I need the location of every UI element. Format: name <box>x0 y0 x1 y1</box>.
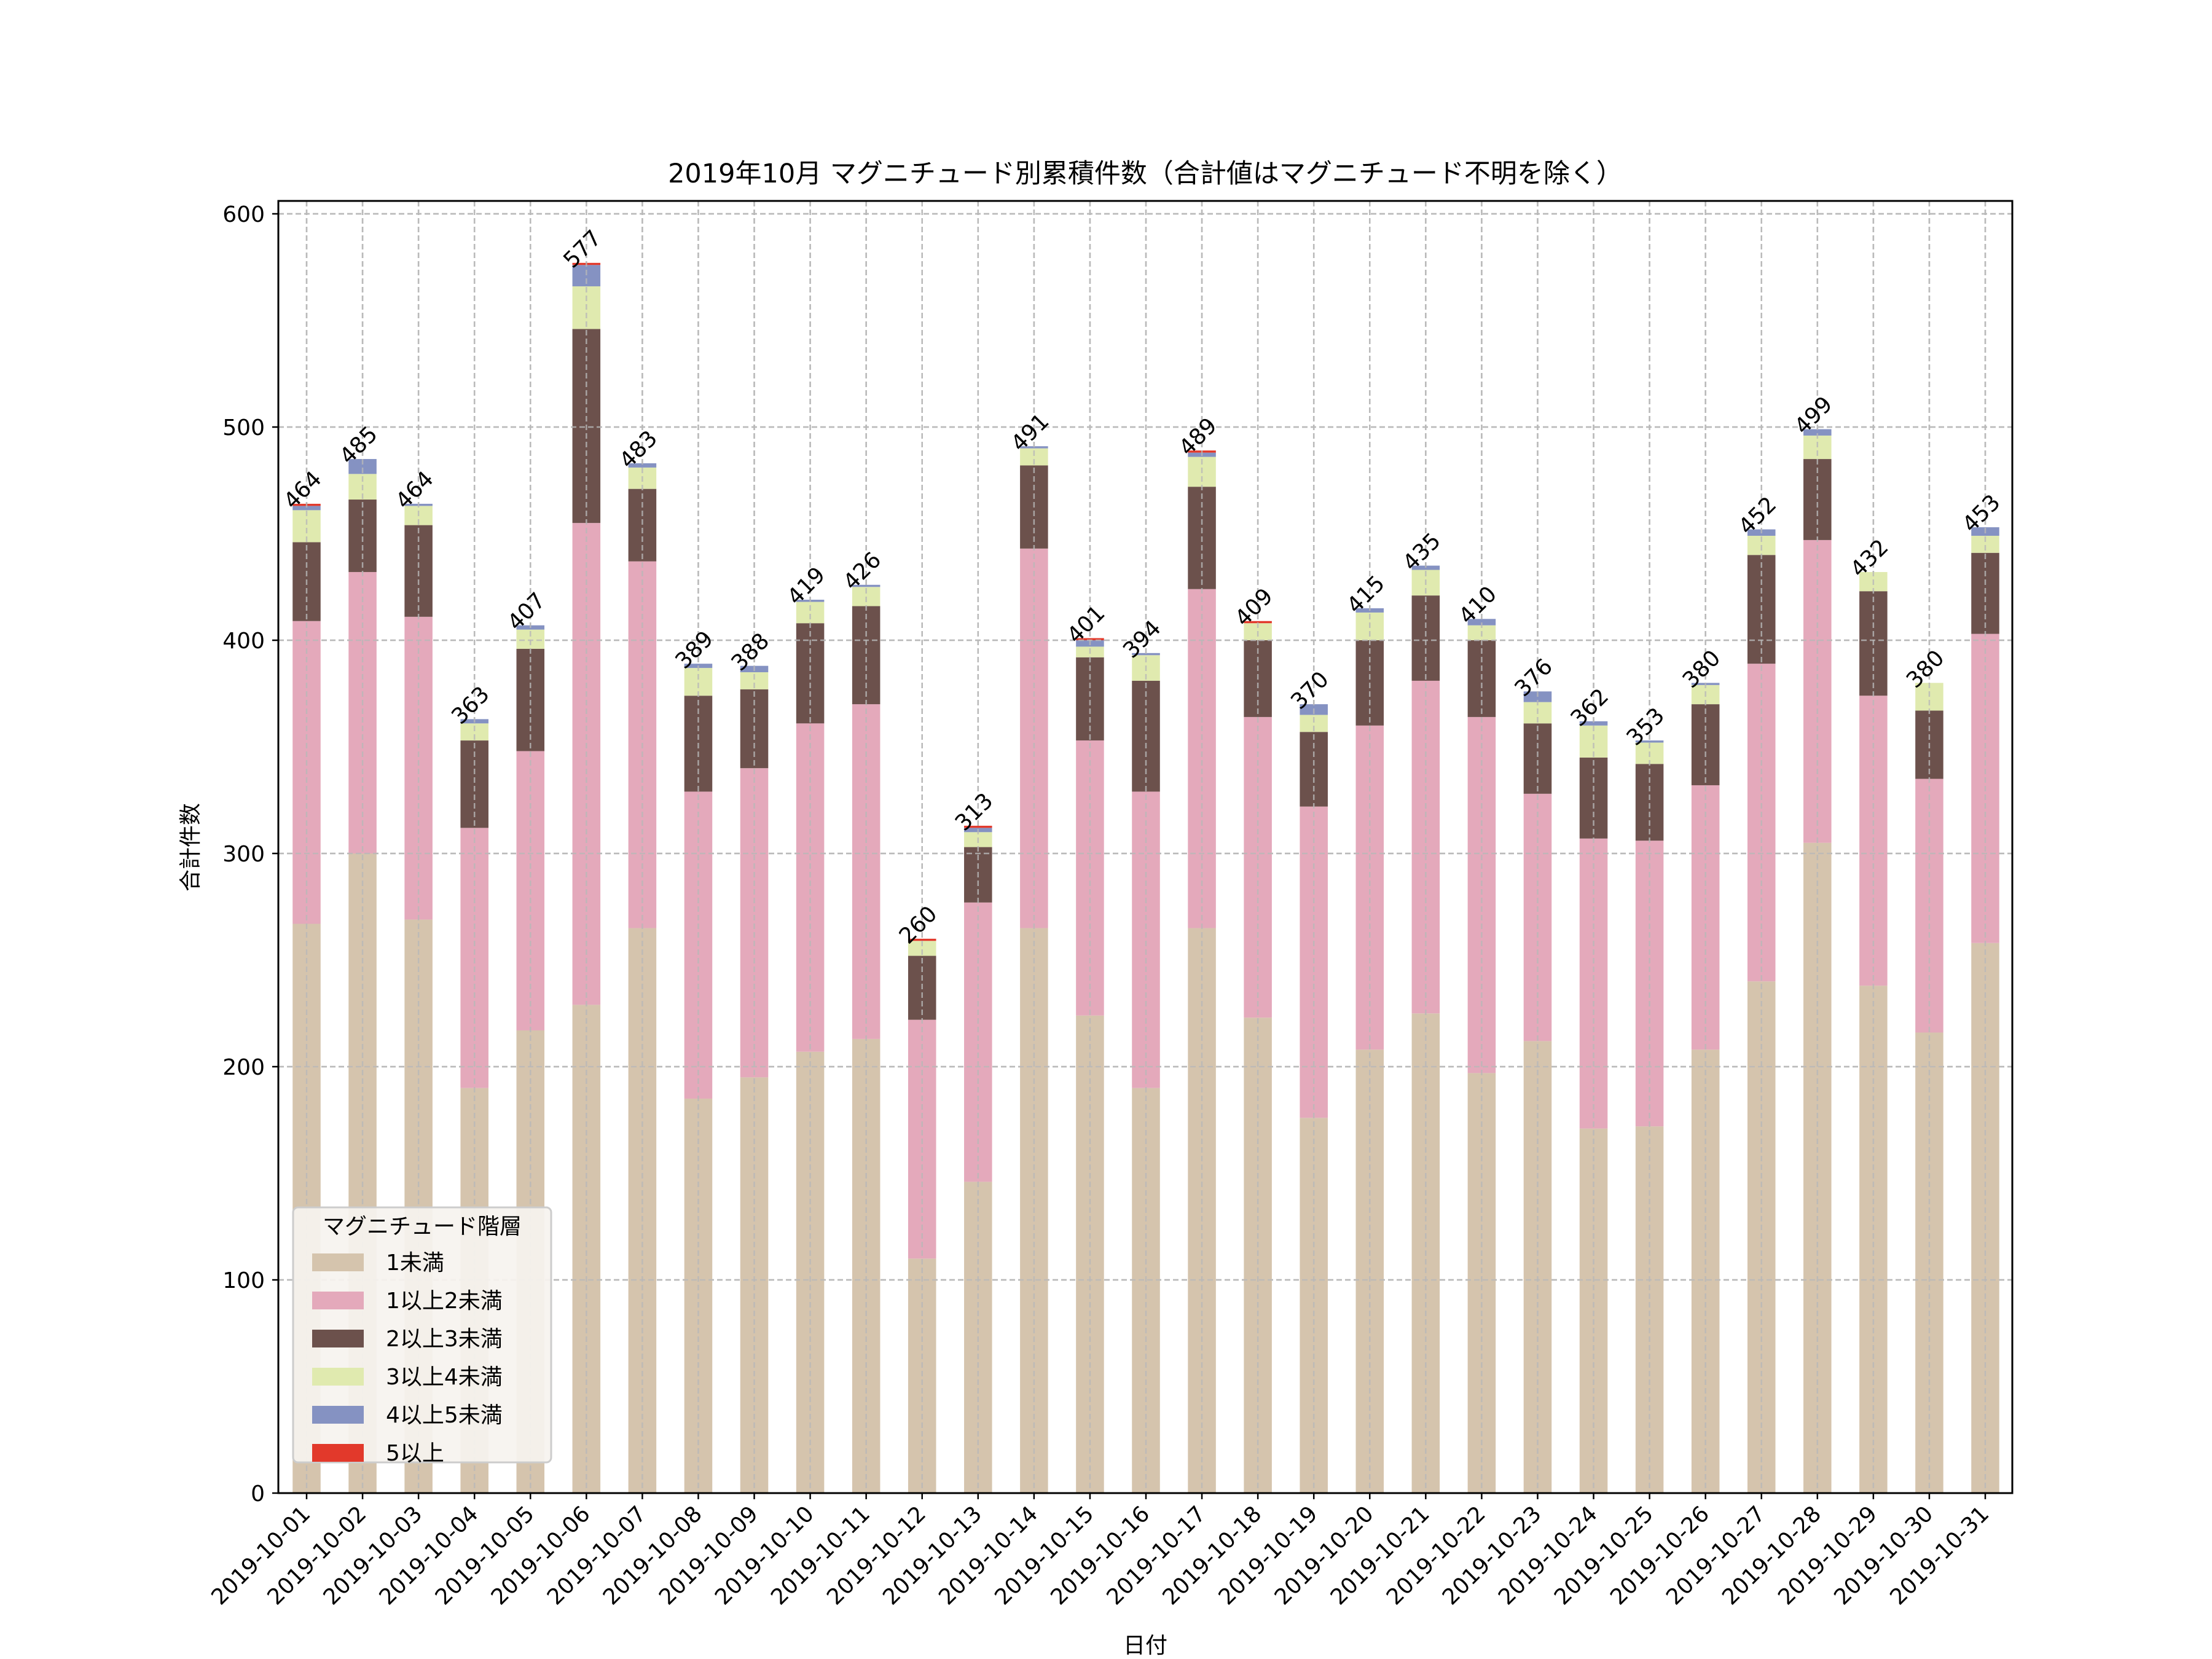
y-axis: 0 100 200 300 400 500 600 <box>222 202 278 1507</box>
y-tick-label: 400 <box>222 629 265 654</box>
bar-segment <box>1803 429 1832 436</box>
legend-item-label: 2以上3未満 <box>386 1327 503 1352</box>
legend-item-label: 1未満 <box>386 1250 444 1276</box>
legend-item-label: 3以上4未満 <box>386 1365 503 1390</box>
bar-segment <box>1132 791 1160 1088</box>
bar-segment <box>292 506 321 511</box>
chart-title: 2019年10月 マグニチュード別累積件数（合計値はマグニチュード不明を除く） <box>668 159 1623 189</box>
legend-item-label: 1以上2未満 <box>386 1288 503 1314</box>
bar-segment <box>740 768 769 1078</box>
bar-segment <box>684 668 713 696</box>
bar-segment <box>1411 565 1440 570</box>
bar-segment <box>908 938 936 941</box>
bar-segment <box>964 825 992 828</box>
legend-item-label: 5以上 <box>386 1441 444 1466</box>
y-axis-label: 合計件数 <box>178 803 203 892</box>
bar-segment <box>1132 653 1160 656</box>
bar-segment <box>1244 621 1272 624</box>
bar-segment <box>1467 619 1496 626</box>
legend-swatch <box>312 1406 364 1424</box>
bar-segment <box>852 606 880 705</box>
bar-segment <box>1467 1073 1496 1493</box>
y-tick-label: 300 <box>222 842 265 867</box>
bar-segment <box>852 584 880 587</box>
x-axis-label: 日付 <box>1123 1633 1167 1658</box>
bar-segment <box>572 1005 601 1493</box>
bar-segment <box>1579 721 1608 726</box>
legend-swatch <box>312 1292 364 1309</box>
y-tick-label: 0 <box>251 1481 265 1507</box>
y-tick-label: 200 <box>222 1055 265 1080</box>
bar-segment <box>1635 1126 1664 1493</box>
legend-swatch <box>312 1253 364 1271</box>
y-tick-label: 600 <box>222 202 265 227</box>
bar-segment <box>796 623 825 724</box>
legend: マグニチュード階層 1未満 1以上2未満 2以上3未満 3以上4未満 4以上5未満 5以上 <box>292 1206 552 1466</box>
bar-segment <box>1076 638 1104 640</box>
bar-segment <box>1635 764 1664 841</box>
y-tick-label: 500 <box>222 415 265 441</box>
legend-swatch <box>312 1444 364 1462</box>
legend-item-label: 4以上5未満 <box>386 1403 503 1428</box>
legend-title: マグニチュード階層 <box>323 1214 522 1239</box>
bar-segment <box>1523 723 1552 794</box>
bar-segment <box>1635 740 1664 743</box>
bar-segment <box>348 499 377 572</box>
legend-swatch <box>312 1330 364 1347</box>
bar-segment <box>852 704 880 1039</box>
bar-segment <box>628 463 657 468</box>
y-tick-label: 100 <box>222 1268 265 1293</box>
legend-swatch <box>312 1368 364 1386</box>
bar-segment <box>1188 589 1216 928</box>
